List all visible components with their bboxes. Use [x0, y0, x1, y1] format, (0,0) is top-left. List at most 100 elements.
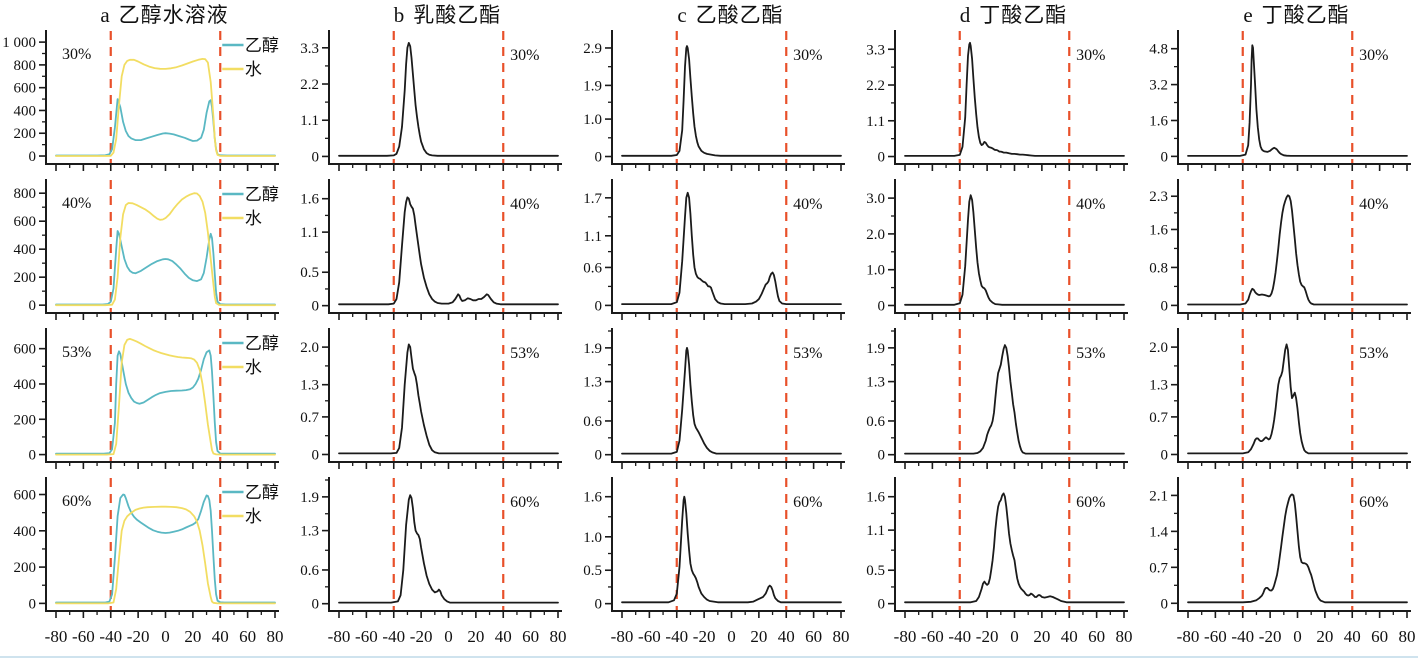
- panel-c-30%: 0 1.0 1.9 2.9 30%: [566, 28, 849, 177]
- column-c-title: c 乙酸乙酯: [566, 2, 849, 28]
- svg-text:0: 0: [312, 299, 320, 315]
- svg-text:1.9: 1.9: [583, 78, 602, 94]
- svg-text:0: 0: [595, 298, 603, 314]
- svg-text:40: 40: [1344, 627, 1361, 646]
- svg-text:1.1: 1.1: [300, 225, 319, 241]
- svg-text:0: 0: [878, 597, 886, 613]
- svg-text:-60: -60: [355, 627, 378, 646]
- column-c: c 乙酸乙酯 0 1.0 1.9 2.9 30% 0 0.6 1.1 1.7 40% 0 0.6 1.3 1…: [566, 2, 849, 656]
- column-c-name: 乙酸乙酯: [695, 3, 784, 27]
- svg-text:1.3: 1.3: [300, 378, 319, 394]
- panel-b-60%: 0 0.6 1.3 1.9 60%: [283, 475, 566, 624]
- svg-text:2.3: 2.3: [1149, 189, 1168, 205]
- svg-text:-20: -20: [1259, 627, 1282, 646]
- svg-text:60: 60: [1371, 627, 1388, 646]
- panel-e-60%: 0 0.7 1.4 2.1 60%: [1132, 475, 1415, 624]
- svg-text:0: 0: [1010, 627, 1019, 646]
- svg-text:60: 60: [239, 627, 256, 646]
- svg-text:0: 0: [29, 298, 37, 314]
- svg-text:1.3: 1.3: [583, 375, 602, 391]
- column-c-letter: c: [677, 3, 688, 27]
- svg-text:3.3: 3.3: [866, 42, 885, 58]
- column-e-letter: e: [1243, 3, 1254, 27]
- svg-text:-80: -80: [328, 627, 351, 646]
- svg-text:20: 20: [1033, 627, 1050, 646]
- svg-text:-20: -20: [976, 627, 999, 646]
- svg-text:1.9: 1.9: [583, 341, 602, 357]
- column-d-name: 丁酸乙酯: [979, 3, 1068, 27]
- svg-text:-20: -20: [127, 627, 150, 646]
- svg-text:乙醇: 乙醇: [245, 36, 279, 55]
- svg-text:800: 800: [14, 58, 37, 74]
- svg-text:-20: -20: [693, 627, 716, 646]
- svg-text:0: 0: [878, 150, 886, 166]
- svg-text:-60: -60: [1204, 627, 1227, 646]
- svg-text:-60: -60: [72, 627, 95, 646]
- svg-text:-80: -80: [45, 627, 68, 646]
- svg-text:40: 40: [212, 627, 229, 646]
- svg-text:53%: 53%: [1076, 345, 1105, 362]
- svg-text:1.3: 1.3: [866, 375, 885, 391]
- svg-text:600: 600: [14, 81, 37, 97]
- column-e-name: 丁酸乙酯: [1261, 3, 1350, 27]
- svg-text:0: 0: [312, 149, 320, 165]
- svg-text:400: 400: [14, 242, 37, 258]
- panel-e-40%: 0 0.8 1.6 2.3 40%: [1132, 177, 1415, 326]
- svg-text:80: 80: [267, 627, 284, 646]
- svg-text:40: 40: [778, 627, 795, 646]
- x-axis-labels-c: -80 -60 -40 -20 0 20 40 60 80: [566, 624, 849, 650]
- svg-text:80: 80: [833, 627, 850, 646]
- svg-text:3.2: 3.2: [1149, 78, 1168, 94]
- svg-text:0: 0: [444, 627, 453, 646]
- svg-text:-80: -80: [611, 627, 634, 646]
- svg-text:53%: 53%: [1359, 345, 1388, 362]
- svg-text:30%: 30%: [62, 46, 91, 63]
- svg-text:2.0: 2.0: [866, 227, 885, 243]
- svg-text:600: 600: [14, 214, 37, 230]
- svg-text:-40: -40: [665, 627, 688, 646]
- panel-e-53%: 0 0.7 1.3 2.0 53%: [1132, 326, 1415, 475]
- svg-text:0: 0: [312, 447, 320, 463]
- svg-text:0.6: 0.6: [583, 260, 602, 276]
- svg-text:-40: -40: [99, 627, 122, 646]
- svg-text:1.6: 1.6: [1149, 113, 1168, 129]
- column-b: b 乳酸乙酯 0 1.1 2.2 3.3 30% 0 0.5 1.1 1.6 40% 0 0.7 1.3 2…: [283, 2, 566, 656]
- panels-e: 0 1.6 3.2 4.8 30% 0 0.8 1.6 2.3 40% 0 0.7 1.3 2.0 53% 0…: [1132, 28, 1415, 624]
- svg-text:0: 0: [29, 448, 37, 464]
- column-a-letter: a: [100, 3, 111, 27]
- svg-text:80: 80: [550, 627, 567, 646]
- column-e-title: e 丁酸乙酯: [1132, 2, 1415, 28]
- svg-text:-80: -80: [894, 627, 917, 646]
- svg-text:2.0: 2.0: [1149, 340, 1168, 356]
- svg-text:60: 60: [805, 627, 822, 646]
- svg-text:0.8: 0.8: [1149, 260, 1168, 276]
- svg-text:1.0: 1.0: [866, 263, 885, 279]
- svg-text:0.5: 0.5: [300, 265, 319, 281]
- svg-text:乙醇: 乙醇: [245, 185, 279, 204]
- svg-text:20: 20: [750, 627, 767, 646]
- svg-text:乙醇: 乙醇: [245, 483, 279, 502]
- svg-text:53%: 53%: [793, 345, 822, 362]
- panel-d-60%: 0 0.5 1.1 1.6 60%: [849, 475, 1132, 624]
- panel-a-40%: 0 200 400 600 800 40% 乙醇水: [0, 177, 283, 326]
- svg-text:60: 60: [1088, 627, 1105, 646]
- svg-text:400: 400: [14, 103, 37, 119]
- panels-b: 0 1.1 2.2 3.3 30% 0 0.5 1.1 1.6 40% 0 0.7 1.3 2.0 53% 0…: [283, 28, 566, 624]
- x-axis-labels-b: -80 -60 -40 -20 0 20 40 60 80: [283, 624, 566, 650]
- svg-text:4.8: 4.8: [1149, 42, 1168, 58]
- svg-text:水: 水: [245, 209, 262, 228]
- svg-text:1 000: 1 000: [2, 35, 36, 51]
- svg-text:200: 200: [14, 412, 37, 428]
- panel-b-53%: 0 0.7 1.3 2.0 53%: [283, 326, 566, 475]
- svg-text:0.6: 0.6: [583, 414, 602, 430]
- panels-c: 0 1.0 1.9 2.9 30% 0 0.6 1.1 1.7 40% 0 0.6 1.3 1.9 53% 0…: [566, 28, 849, 624]
- svg-text:20: 20: [467, 627, 484, 646]
- svg-text:0.6: 0.6: [300, 563, 319, 579]
- svg-text:-80: -80: [1177, 627, 1200, 646]
- svg-text:2.2: 2.2: [866, 78, 885, 94]
- svg-text:水: 水: [245, 507, 262, 526]
- svg-text:0: 0: [29, 596, 37, 612]
- svg-text:400: 400: [14, 377, 37, 393]
- svg-text:200: 200: [14, 126, 37, 142]
- svg-text:3.3: 3.3: [300, 41, 319, 57]
